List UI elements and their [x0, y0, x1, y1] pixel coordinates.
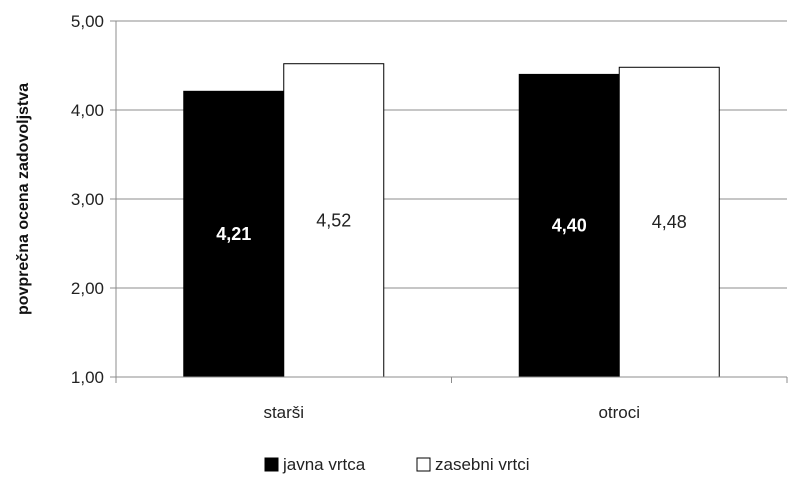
y-tick-label: 5,00 [71, 12, 104, 31]
bar-zasebni [618, 66, 720, 378]
data-label: 4,40 [552, 216, 587, 236]
y-tick-label: 3,00 [71, 190, 104, 209]
legend-label: zasebni vrtci [435, 455, 529, 474]
x-tick-label: otroci [598, 403, 640, 422]
y-tick-label: 2,00 [71, 279, 104, 298]
bar-javna [518, 73, 620, 378]
bar-zasebni [283, 63, 385, 378]
data-label: 4,48 [652, 212, 687, 232]
legend-label: javna vrtca [282, 455, 366, 474]
bars: 4,21 4,52 4,40 4,48 [183, 63, 720, 378]
data-label: 4,52 [316, 210, 351, 230]
legend: javna vrtca zasebni vrtci [264, 455, 529, 474]
legend-swatch [264, 457, 279, 472]
y-axis-title: povprečna ocena zadovoljstva [15, 83, 32, 315]
bar-javna [183, 90, 285, 378]
data-label: 4,21 [216, 224, 251, 244]
y-tick-label: 4,00 [71, 101, 104, 120]
x-tick-label: starši [263, 403, 304, 422]
legend-swatch [416, 457, 431, 472]
axes: 1,00 2,00 3,00 4,00 5,00 starši otroci [71, 12, 788, 422]
y-tick-label: 1,00 [71, 368, 104, 387]
